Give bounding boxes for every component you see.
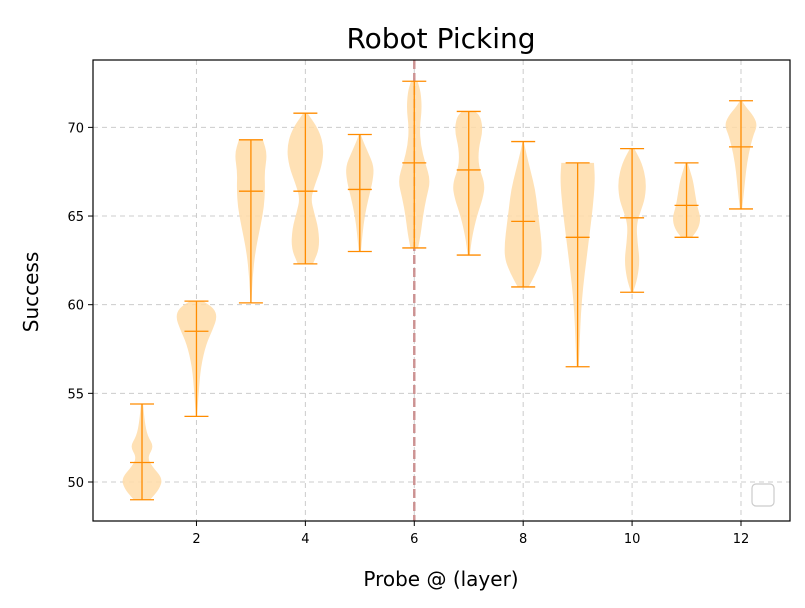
y-tick-label: 70 [67,121,84,136]
y-ticks: 50 55 60 65 70 [67,121,93,491]
x-tick-label: 2 [192,532,200,547]
violins [122,80,757,501]
x-tick-label: 6 [410,532,418,547]
x-tick-label: 12 [733,532,750,547]
legend-box [751,483,775,507]
plot-frame [92,59,791,522]
y-tick-label: 65 [67,210,84,225]
grid [93,60,790,521]
y-tick-label: 60 [67,299,84,314]
x-tick-label: 4 [301,532,309,547]
chart-title: Robot Picking [346,22,535,55]
y-tick-label: 55 [67,387,84,402]
y-axis-label: Success [19,252,43,333]
y-tick-label: 50 [67,476,84,491]
x-ticks: 2 4 6 8 10 12 [192,521,749,547]
x-tick-label: 8 [519,532,527,547]
legend [751,483,775,507]
x-axis-label: Probe @ (layer) [363,567,518,591]
x-tick-label: 10 [624,532,641,547]
